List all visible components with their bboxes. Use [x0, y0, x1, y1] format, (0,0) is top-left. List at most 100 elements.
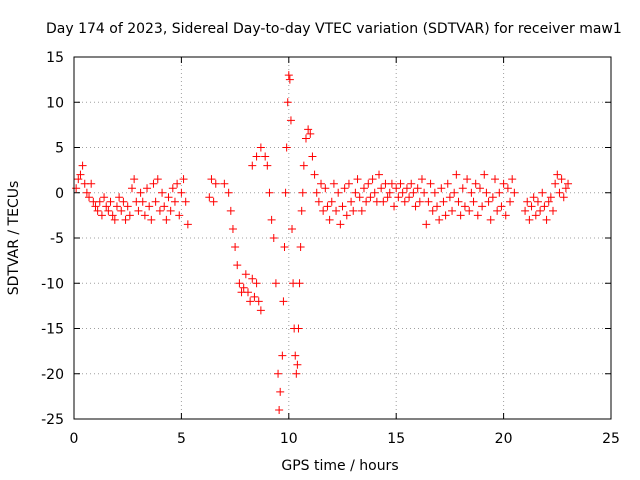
- data-point: [561, 184, 570, 193]
- data-point: [338, 202, 347, 211]
- data-point: [467, 188, 476, 197]
- data-point: [364, 179, 373, 188]
- data-point: [484, 197, 493, 206]
- x-tick-label: 20: [495, 431, 513, 447]
- data-point: [160, 202, 169, 211]
- data-point: [473, 211, 482, 220]
- data-point: [323, 202, 332, 211]
- data-point: [349, 206, 358, 215]
- data-point: [211, 179, 220, 188]
- data-point: [314, 197, 323, 206]
- data-point: [460, 202, 469, 211]
- data-point: [276, 387, 285, 396]
- data-point: [281, 188, 290, 197]
- y-tick-label: -15: [41, 322, 64, 338]
- y-tick-label: 0: [55, 186, 64, 202]
- data-point: [106, 197, 115, 206]
- data-point: [293, 360, 302, 369]
- data-point: [117, 206, 126, 215]
- data-point: [226, 206, 235, 215]
- data-point: [151, 197, 160, 206]
- data-point: [387, 179, 396, 188]
- data-point: [294, 324, 303, 333]
- data-point: [392, 184, 401, 193]
- data-point: [521, 206, 530, 215]
- data-point: [228, 224, 237, 233]
- chart-title: Day 174 of 2023, Sidereal Day-to-day VTE…: [46, 21, 622, 37]
- data-point: [329, 179, 338, 188]
- data-point: [138, 197, 147, 206]
- data-point: [424, 197, 433, 206]
- data-point: [394, 193, 403, 202]
- data-point: [368, 175, 377, 184]
- data-point: [168, 184, 177, 193]
- data-point: [428, 206, 437, 215]
- data-point: [553, 170, 562, 179]
- data-point: [551, 179, 560, 188]
- data-point: [377, 184, 386, 193]
- data-point: [362, 197, 371, 206]
- data-point: [78, 161, 87, 170]
- data-point: [351, 188, 360, 197]
- data-point: [433, 202, 442, 211]
- data-point: [409, 188, 418, 197]
- data-point: [76, 170, 85, 179]
- data-point: [233, 261, 242, 270]
- data-point: [108, 211, 117, 220]
- x-tick-label: 25: [602, 431, 620, 447]
- data-point: [231, 243, 240, 252]
- data-point: [104, 206, 113, 215]
- data-point: [158, 188, 167, 197]
- data-point: [254, 297, 263, 306]
- data-point: [529, 193, 538, 202]
- data-point: [102, 202, 111, 211]
- data-point: [506, 197, 515, 206]
- data-point: [220, 179, 229, 188]
- data-point: [499, 179, 508, 188]
- data-point: [441, 211, 450, 220]
- data-point: [119, 197, 128, 206]
- data-point: [179, 175, 188, 184]
- data-point: [284, 71, 293, 80]
- data-point: [252, 152, 261, 161]
- data-point: [546, 193, 555, 202]
- data-point: [280, 243, 289, 252]
- data-point: [523, 197, 532, 206]
- plot-frame: [73, 56, 612, 420]
- data-point: [134, 206, 143, 215]
- data-point: [415, 197, 424, 206]
- data-point: [267, 215, 276, 224]
- data-point: [390, 202, 399, 211]
- data-point: [327, 197, 336, 206]
- data-point: [495, 188, 504, 197]
- x-axis-label: GPS time / hours: [281, 458, 398, 474]
- data-point: [557, 175, 566, 184]
- grid: [74, 57, 611, 419]
- x-tick-label: 15: [387, 431, 405, 447]
- data-point: [417, 175, 426, 184]
- data-point: [145, 202, 154, 211]
- data-point: [136, 188, 145, 197]
- data-point: [319, 206, 328, 215]
- data-point: [248, 274, 257, 283]
- data-point: [286, 116, 295, 125]
- data-point: [435, 215, 444, 224]
- data-point: [239, 283, 248, 292]
- data-point: [317, 179, 326, 188]
- data-point: [149, 179, 158, 188]
- data-point: [342, 211, 351, 220]
- y-tick-label: 5: [55, 141, 64, 157]
- data-point: [385, 188, 394, 197]
- data-point: [288, 224, 297, 233]
- data-point: [224, 188, 233, 197]
- data-point: [296, 243, 305, 252]
- data-point: [340, 184, 349, 193]
- x-tick-label: 10: [280, 431, 298, 447]
- data-point: [542, 215, 551, 224]
- data-point: [123, 202, 132, 211]
- data-point: [452, 170, 461, 179]
- data-point: [252, 279, 261, 288]
- data-point: [525, 215, 534, 224]
- data-point: [379, 197, 388, 206]
